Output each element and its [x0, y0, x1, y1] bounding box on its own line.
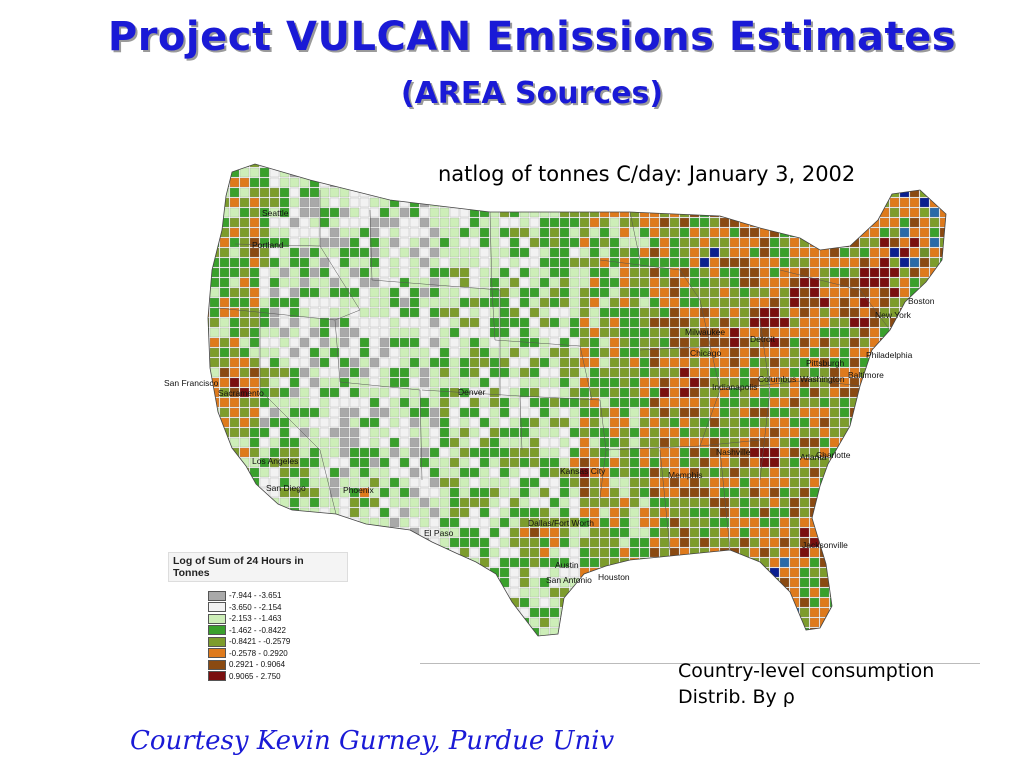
courtesy-credit: Courtesy Kevin Gurney, Purdue Univ — [130, 726, 615, 756]
legend-swatch — [208, 602, 226, 612]
legend-entry: -0.2578 - 0.2920 — [208, 648, 348, 659]
legend-swatch — [208, 648, 226, 658]
city-label: Chicago — [690, 348, 721, 358]
city-label: Detroit — [750, 334, 776, 344]
distribution-note: Country-level consumption Distrib. By ρ — [678, 658, 934, 710]
legend-label: -2.153 - -1.463 — [229, 614, 282, 623]
note-line-1: Country-level consumption — [678, 660, 935, 682]
map-legend: Log of Sum of 24 Hours in Tonnes -7.944 … — [168, 552, 348, 682]
legend-label: -7.944 - -3.651 — [229, 591, 282, 600]
city-label: Charlotte — [816, 450, 851, 460]
city-label: Memphis — [668, 470, 702, 480]
divider-line — [420, 663, 980, 664]
legend-swatch — [208, 636, 226, 647]
city-label: Sacramento — [218, 388, 264, 398]
city-label: Columbus — [758, 374, 796, 384]
legend-swatch — [208, 625, 226, 635]
city-label: Nashville — [716, 447, 751, 457]
legend-entry: 0.9065 - 2.750 — [208, 671, 348, 682]
legend-swatch — [208, 613, 226, 624]
city-label: Baltimore — [848, 370, 884, 380]
city-label: Boston — [908, 296, 935, 306]
city-label: New York — [875, 310, 912, 320]
legend-label: 0.2921 - 0.9064 — [229, 660, 286, 669]
legend-label: -1.462 - -0.8422 — [229, 625, 286, 635]
city-label: Portland — [252, 240, 284, 250]
legend-swatch — [208, 590, 226, 601]
city-label: Phoenix — [343, 485, 374, 495]
legend-entry: -2.153 - -1.463 — [208, 613, 348, 624]
state-boundaries — [217, 190, 891, 551]
map-caption: natlog of tonnes C/day: January 3, 2002 — [438, 162, 856, 186]
city-label: Philadelphia — [866, 350, 913, 360]
slide-title: Project VULCAN Emissions Estimates — [107, 14, 957, 60]
legend-swatch — [208, 659, 226, 670]
note-line-2: Distrib. By ρ — [678, 686, 795, 708]
legend-entry: -0.8421 - -0.2579 — [208, 636, 348, 647]
city-label: Austin — [555, 560, 579, 570]
city-label: Pittsburgh — [806, 358, 845, 368]
city-label: San Diego — [266, 483, 306, 493]
city-label: Dallas/Fort Worth — [528, 518, 594, 528]
slide-subtitle: (AREA Sources) — [400, 76, 664, 111]
legend-title: Log of Sum of 24 Hours in Tonnes — [168, 552, 348, 582]
legend-label: -3.650 - -2.154 — [229, 602, 282, 612]
legend-label: -0.8421 - -0.2579 — [229, 637, 291, 646]
city-label: Indianapolis — [712, 382, 757, 392]
legend-label: 0.9065 - 2.750 — [229, 671, 281, 681]
legend-entry: -7.944 - -3.651 — [208, 590, 348, 601]
city-label: Atlanta — [800, 452, 827, 462]
city-label: Seattle — [262, 208, 289, 218]
city-label: Houston — [598, 572, 630, 582]
city-label: Los Angeles — [252, 456, 298, 466]
city-label: Jacksonville — [802, 540, 848, 550]
legend-label: -0.2578 - 0.2920 — [229, 648, 288, 658]
city-label: Kansas City — [560, 466, 606, 476]
city-label: Milwaukee — [685, 327, 725, 337]
legend-swatch — [208, 671, 226, 681]
legend-entry: -1.462 - -0.8422 — [208, 625, 348, 636]
city-label: El Paso — [424, 528, 454, 538]
city-label: San Antonio — [546, 575, 592, 585]
legend-entry: -3.650 - -2.154 — [208, 602, 348, 613]
city-label: Denver — [458, 387, 486, 397]
city-label: San Francisco — [164, 378, 219, 388]
city-label: Washington — [800, 374, 845, 384]
us-boundary — [207, 163, 947, 637]
legend-entry: 0.2921 - 0.9064 — [208, 659, 348, 670]
